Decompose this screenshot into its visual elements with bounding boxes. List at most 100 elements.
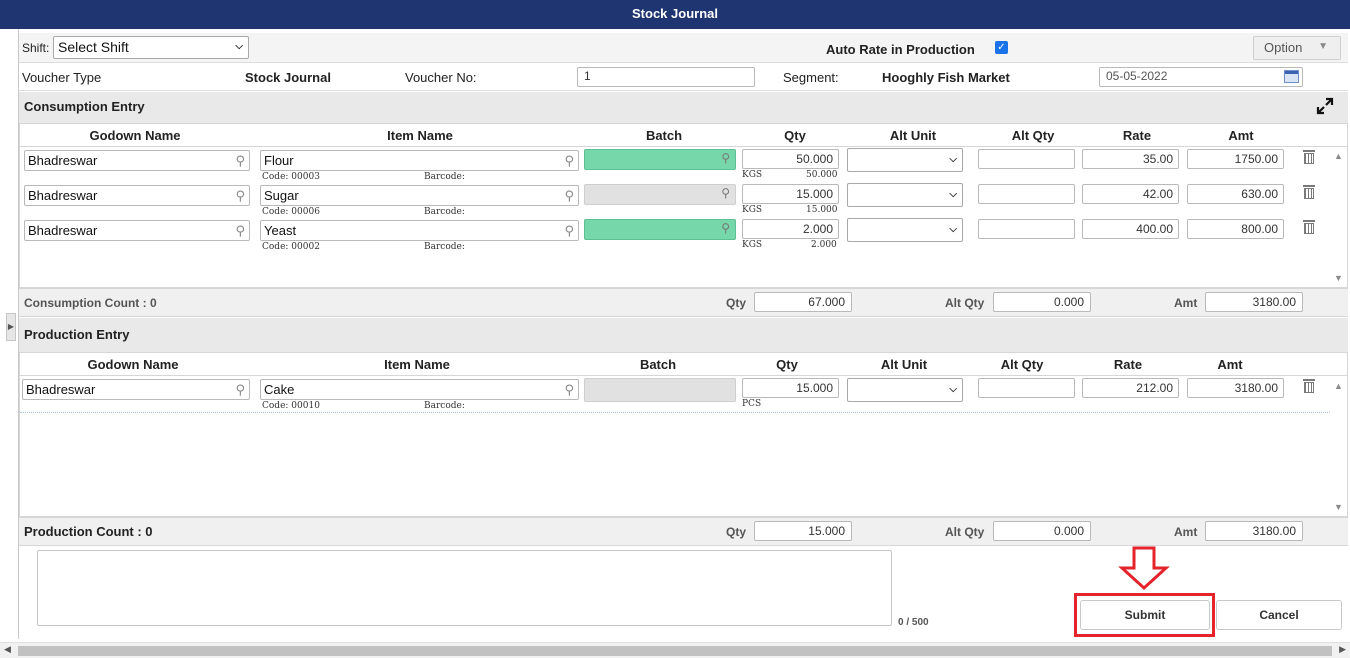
scroll-up-icon[interactable]: ▲ (1334, 381, 1343, 391)
amt-input[interactable]: 800.00 (1187, 219, 1284, 239)
rate-input[interactable]: 212.00 (1082, 378, 1179, 398)
search-icon[interactable]: ⚲ (235, 382, 245, 397)
rate-input[interactable]: 42.00 (1082, 184, 1179, 204)
remarks-textarea[interactable] (37, 550, 892, 626)
scroll-right-icon[interactable]: ▶ (1339, 644, 1346, 654)
production-alt-qty-total: 0.000 (993, 521, 1091, 541)
chevron-down-icon: ⌵ (949, 189, 957, 200)
submit-button[interactable]: Submit (1080, 600, 1210, 630)
alt-qty-input[interactable] (978, 219, 1075, 239)
qty-input[interactable]: 15.000 (742, 184, 839, 204)
search-icon[interactable]: ⚲ (235, 223, 245, 238)
grid-header-divider (20, 146, 1347, 147)
item-barcode: Barcode: (424, 401, 465, 411)
col-godown-name: Godown Name (87, 357, 179, 372)
godown-value: Bhadreswar (28, 223, 98, 238)
item-code: Code: 00010 (262, 401, 320, 411)
qty-unit: KGS (742, 240, 763, 250)
trash-icon[interactable] (1303, 220, 1315, 234)
item-code: Code: 00003 (262, 172, 320, 182)
auto-rate-label: Auto Rate in Production (826, 42, 975, 57)
expand-icon[interactable] (1316, 97, 1334, 115)
amt-input[interactable]: 3180.00 (1187, 378, 1284, 398)
scroll-down-icon[interactable]: ▼ (1334, 502, 1343, 512)
sidebar-toggle-icon[interactable]: ▶ (6, 313, 16, 341)
godown-input[interactable]: Bhadreswar ⚲ (24, 220, 250, 241)
col-batch: Batch (639, 357, 677, 372)
alt-unit-select[interactable]: ⌵ (847, 148, 963, 172)
search-icon[interactable]: ⚲ (721, 221, 730, 235)
scroll-down-icon[interactable]: ▼ (1334, 273, 1343, 283)
consumption-qty-total: 67.000 (754, 292, 852, 312)
voucher-type-label: Voucher Type (22, 70, 102, 85)
alt-unit-select[interactable]: ⌵ (847, 218, 963, 242)
consumption-section-header: Consumption Entry (19, 92, 1348, 123)
item-input[interactable]: Sugar ⚲ (260, 185, 579, 206)
alt-unit-select[interactable]: ⌵ (847, 378, 963, 402)
qty-unit: KGS (742, 170, 763, 180)
search-icon[interactable]: ⚲ (564, 153, 574, 168)
batch-input[interactable]: ⚲ (584, 184, 736, 205)
alt-qty-input[interactable] (978, 184, 1075, 204)
search-icon[interactable]: ⚲ (564, 382, 574, 397)
consumption-alt-qty-label: Alt Qty (945, 296, 985, 310)
auto-rate-checkbox[interactable]: ✓ (995, 41, 1008, 54)
batch-input[interactable]: ⚲ (584, 149, 736, 170)
item-input[interactable]: Flour ⚲ (260, 150, 579, 171)
col-amt: Amt (1228, 128, 1254, 143)
scroll-up-icon[interactable]: ▲ (1334, 151, 1343, 161)
rate-input[interactable]: 35.00 (1082, 149, 1179, 169)
cancel-button[interactable]: Cancel (1216, 600, 1342, 630)
trash-icon[interactable] (1303, 185, 1315, 199)
col-item-name: Item Name (387, 128, 453, 143)
horizontal-scrollbar[interactable]: ◀ ▶ (0, 642, 1350, 658)
scroll-left-icon[interactable]: ◀ (4, 644, 11, 654)
qty-unit: KGS (742, 205, 763, 215)
production-title: Production Entry (24, 327, 130, 342)
chevron-down-icon: ⌵ (235, 41, 243, 52)
consumption-alt-qty-total: 0.000 (993, 292, 1091, 312)
godown-input[interactable]: Bhadreswar ⚲ (24, 185, 250, 206)
amt-input[interactable]: 1750.00 (1187, 149, 1284, 169)
search-icon[interactable]: ⚲ (564, 188, 574, 203)
scrollbar-thumb[interactable] (18, 646, 1332, 656)
qty-input[interactable]: 2.000 (742, 219, 839, 239)
rate-input[interactable]: 400.00 (1082, 219, 1179, 239)
item-barcode: Barcode: (424, 207, 465, 217)
search-icon[interactable]: ⚲ (564, 223, 574, 238)
search-icon[interactable]: ⚲ (235, 188, 245, 203)
col-godown-name: Godown Name (89, 128, 181, 143)
qty-input[interactable]: 50.000 (742, 149, 839, 169)
item-code: Code: 00006 (262, 207, 320, 217)
search-icon[interactable]: ⚲ (235, 153, 245, 168)
col-rate: Rate (1122, 128, 1152, 143)
item-input[interactable]: Cake ⚲ (260, 379, 579, 400)
col-alt-unit: Alt Unit (889, 128, 937, 143)
trash-icon[interactable] (1303, 379, 1315, 393)
alt-qty-input[interactable] (978, 378, 1075, 398)
col-batch: Batch (645, 128, 683, 143)
chevron-down-icon: ⌵ (949, 224, 957, 235)
date-input[interactable]: 05-05-2022 (1099, 67, 1303, 87)
batch-input[interactable] (584, 378, 736, 402)
voucher-no-input[interactable]: 1 (577, 67, 755, 87)
option-dropdown[interactable]: Option ▼ (1253, 36, 1341, 60)
option-label: Option (1264, 40, 1303, 55)
godown-input[interactable]: Bhadreswar ⚲ (24, 150, 250, 171)
amt-input[interactable]: 630.00 (1187, 184, 1284, 204)
voucher-no-label: Voucher No: (405, 70, 477, 85)
batch-input[interactable]: ⚲ (584, 219, 736, 240)
col-qty: Qty (776, 357, 798, 372)
search-icon[interactable]: ⚲ (721, 186, 730, 200)
calendar-icon[interactable] (1284, 70, 1299, 83)
production-count: Production Count : 0 (24, 524, 153, 539)
trash-icon[interactable] (1303, 150, 1315, 164)
item-input[interactable]: Yeast ⚲ (260, 220, 579, 241)
search-icon[interactable]: ⚲ (721, 151, 730, 165)
qty-input[interactable]: 15.000 (742, 378, 839, 398)
alt-unit-select[interactable]: ⌵ (847, 183, 963, 207)
item-value: Sugar (264, 188, 299, 203)
godown-input[interactable]: Bhadreswar ⚲ (22, 379, 250, 400)
shift-select[interactable]: Select Shift ⌵ (53, 36, 249, 59)
alt-qty-input[interactable] (978, 149, 1075, 169)
